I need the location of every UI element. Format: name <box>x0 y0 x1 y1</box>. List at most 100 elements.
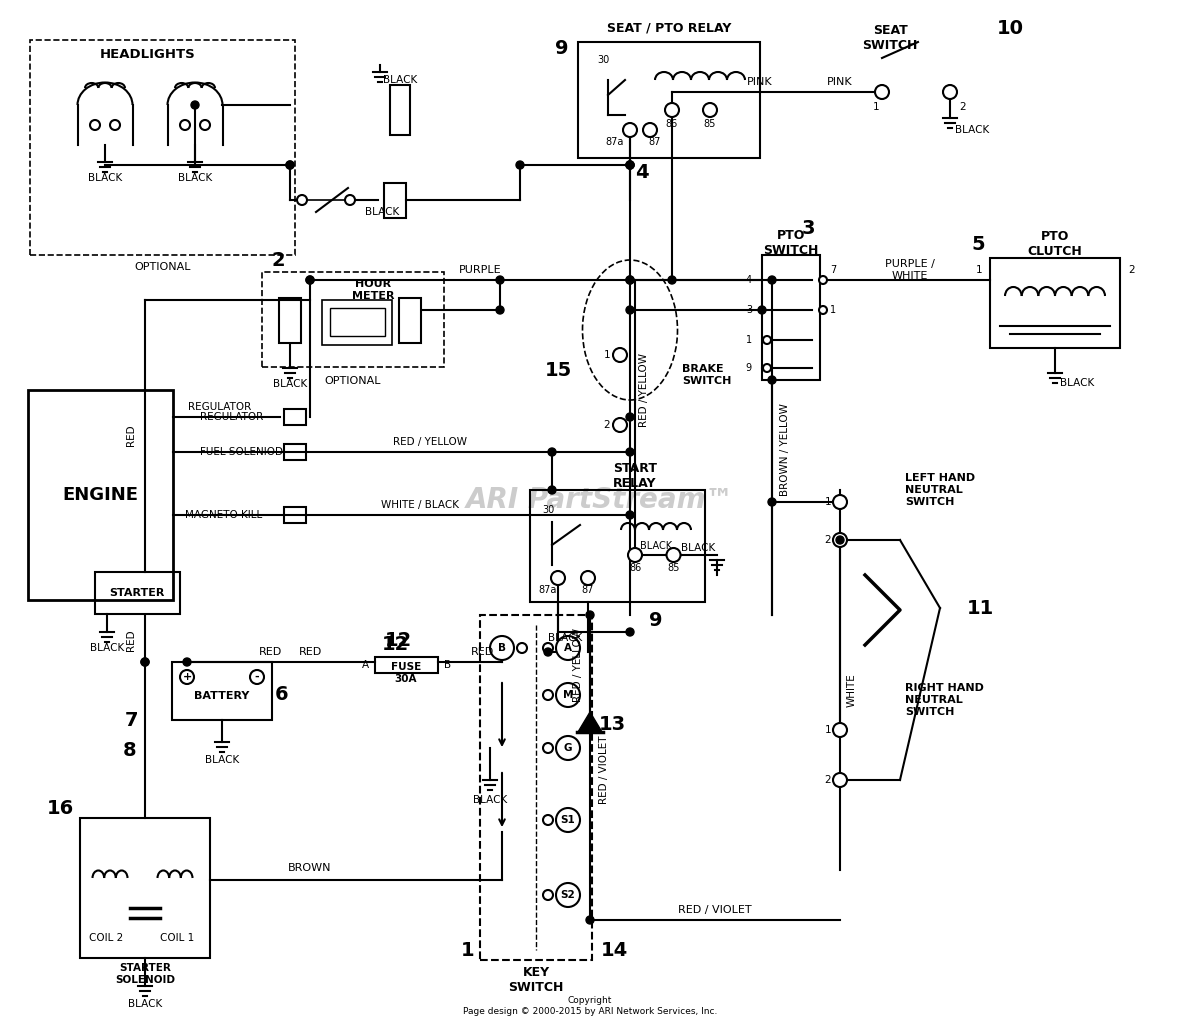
Circle shape <box>668 276 676 284</box>
Circle shape <box>835 536 844 544</box>
Text: 2: 2 <box>959 102 966 112</box>
Text: RED / VIOLET: RED / VIOLET <box>678 905 752 915</box>
Circle shape <box>819 276 827 284</box>
Text: WHITE: WHITE <box>847 673 857 707</box>
Text: COIL 1: COIL 1 <box>160 933 195 943</box>
Circle shape <box>90 120 100 130</box>
Text: 10: 10 <box>996 18 1023 38</box>
Circle shape <box>181 670 194 684</box>
Circle shape <box>628 548 642 562</box>
Circle shape <box>623 123 637 137</box>
Text: START
RELAY: START RELAY <box>612 462 657 490</box>
Text: 2: 2 <box>604 420 610 430</box>
Circle shape <box>543 890 553 900</box>
Text: B: B <box>445 660 452 670</box>
Text: RED / VIOLET: RED / VIOLET <box>599 736 609 805</box>
Text: 85: 85 <box>668 563 680 573</box>
Text: RED / YELLOW: RED / YELLOW <box>573 628 583 702</box>
Text: MAGNETO KILL: MAGNETO KILL <box>185 510 262 520</box>
Text: S1: S1 <box>560 815 576 825</box>
Text: BLACK: BLACK <box>548 633 582 643</box>
Circle shape <box>548 486 556 494</box>
Text: 2: 2 <box>825 775 832 785</box>
Text: SEAT
SWITCH: SEAT SWITCH <box>863 24 918 52</box>
Text: RED: RED <box>299 647 322 657</box>
Text: 1: 1 <box>461 941 474 959</box>
Text: 85: 85 <box>703 119 716 129</box>
Polygon shape <box>578 712 602 732</box>
Text: STARTER: STARTER <box>110 588 165 598</box>
Circle shape <box>833 533 847 547</box>
Circle shape <box>306 276 314 284</box>
Text: 3: 3 <box>801 218 814 238</box>
Text: 8: 8 <box>123 740 137 760</box>
Bar <box>284 507 306 523</box>
Circle shape <box>627 511 634 519</box>
Circle shape <box>551 571 565 585</box>
Text: BROWN: BROWN <box>288 863 332 873</box>
Circle shape <box>667 548 681 562</box>
Text: 6: 6 <box>275 686 289 704</box>
Text: 1: 1 <box>830 305 837 315</box>
Bar <box>399 297 421 342</box>
Text: 87: 87 <box>582 585 595 594</box>
Text: REGULATOR: REGULATOR <box>189 402 251 412</box>
Circle shape <box>544 648 552 656</box>
Bar <box>278 297 301 342</box>
Circle shape <box>833 495 847 509</box>
Bar <box>578 42 760 158</box>
Circle shape <box>490 636 514 660</box>
Text: 9: 9 <box>649 611 663 629</box>
Bar <box>322 300 392 345</box>
Text: 7: 7 <box>125 710 139 730</box>
Text: PINK: PINK <box>747 77 773 87</box>
Text: 1: 1 <box>604 350 610 360</box>
Text: S2: S2 <box>560 890 576 900</box>
Circle shape <box>556 636 581 660</box>
Text: PTO
CLUTCH: PTO CLUTCH <box>1028 230 1082 258</box>
Circle shape <box>643 123 657 137</box>
Text: KEY
SWITCH: KEY SWITCH <box>509 966 564 994</box>
Text: SEAT / PTO RELAY: SEAT / PTO RELAY <box>607 22 732 35</box>
Bar <box>375 657 438 673</box>
Text: 9: 9 <box>746 363 752 373</box>
Text: BLACK: BLACK <box>273 379 307 390</box>
Bar <box>172 662 273 720</box>
Text: RED / YELLOW: RED / YELLOW <box>640 353 649 427</box>
Circle shape <box>516 161 524 169</box>
Circle shape <box>768 498 776 506</box>
Text: PINK: PINK <box>827 77 853 87</box>
Text: BLACK: BLACK <box>1060 378 1094 388</box>
Text: OPTIONAL: OPTIONAL <box>135 262 191 272</box>
Text: Copyright
Page design © 2000-2015 by ARI Network Services, Inc.: Copyright Page design © 2000-2015 by ARI… <box>463 996 717 1016</box>
Circle shape <box>819 306 827 314</box>
Circle shape <box>345 195 355 205</box>
Circle shape <box>666 102 678 117</box>
Circle shape <box>556 683 581 707</box>
Circle shape <box>183 658 191 666</box>
Text: 1: 1 <box>825 725 832 735</box>
Bar <box>391 85 409 135</box>
Circle shape <box>199 120 210 130</box>
Bar <box>28 390 173 600</box>
Circle shape <box>876 85 889 99</box>
Bar <box>762 255 820 380</box>
Circle shape <box>286 161 294 169</box>
Circle shape <box>140 658 149 666</box>
Text: 87: 87 <box>649 137 661 147</box>
Text: B: B <box>498 643 506 653</box>
Circle shape <box>768 376 776 384</box>
Text: ENGINE: ENGINE <box>63 486 138 504</box>
Circle shape <box>581 571 595 585</box>
Text: BLACK: BLACK <box>205 755 240 765</box>
Text: 1: 1 <box>873 102 879 112</box>
Text: PTO
SWITCH: PTO SWITCH <box>763 229 819 257</box>
Text: RED: RED <box>126 424 136 446</box>
Text: RED: RED <box>471 647 493 657</box>
Circle shape <box>496 276 504 284</box>
Circle shape <box>627 306 634 314</box>
Bar <box>96 572 181 614</box>
Text: 30: 30 <box>542 505 555 515</box>
Text: 16: 16 <box>46 798 73 818</box>
Text: RIGHT HAND
NEUTRAL
SWITCH: RIGHT HAND NEUTRAL SWITCH <box>905 684 984 716</box>
